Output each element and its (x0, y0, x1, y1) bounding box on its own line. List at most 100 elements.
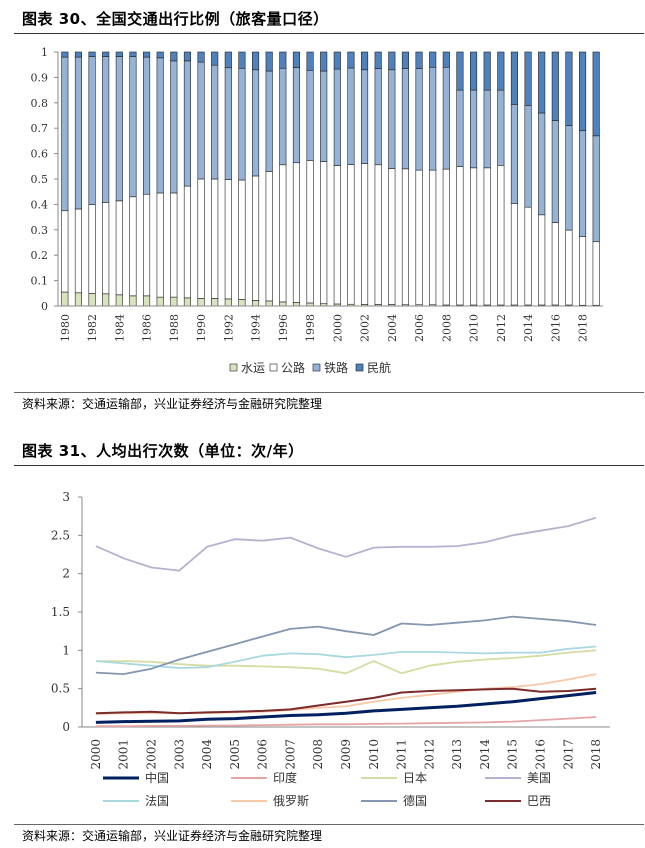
bar-segment-rail (388, 69, 396, 169)
bar-segment-road (156, 192, 164, 298)
legend-swatch-water (229, 363, 238, 372)
bar-segment-water (197, 298, 205, 307)
bar-segment-road (510, 203, 518, 306)
bar-segment-water (279, 301, 287, 307)
bar-segment-road (183, 185, 191, 299)
legend-label-China: 中国 (145, 770, 169, 785)
bar-segment-air (170, 51, 178, 62)
bar-segment-road (320, 161, 328, 305)
bar-segment-road (565, 229, 573, 306)
bar-segment-air (374, 51, 382, 69)
bar-segment-air (115, 51, 123, 57)
bar-segment-air (88, 51, 96, 57)
series-line-Germany (95, 615, 597, 676)
x-tick-label: 2004 (200, 739, 214, 770)
x-tick-label: 2010 (367, 739, 381, 770)
bar-segment-road (470, 167, 478, 306)
figure31-bottom-rule (14, 824, 644, 825)
bar-segment-rail (129, 56, 137, 198)
bar-segment-road (197, 178, 205, 299)
x-tick-label: 2002 (359, 314, 372, 342)
bar-segment-road (292, 162, 300, 303)
legend-label-Brazil: 巴西 (527, 794, 551, 808)
bar-segment-road (129, 196, 137, 297)
bar-segment-road (74, 208, 82, 294)
bar-segment-rail (183, 60, 191, 187)
bar-segment-water (129, 295, 137, 307)
bar-segment-rail (347, 67, 355, 165)
bar-segment-rail (429, 66, 437, 171)
y-tick-label: 1 (62, 643, 70, 657)
figure30-source: 资料来源：交通运输部，兴业证券经济与金融研究院整理 (22, 397, 323, 411)
legend-label-road: 公路 (281, 360, 305, 375)
bar-segment-air (361, 51, 369, 71)
bar-segment-rail (115, 56, 123, 202)
y-tick-label: 1.5 (51, 605, 70, 619)
y-tick-label: 0 (62, 720, 70, 734)
bar-segment-air (129, 51, 137, 57)
bar-segment-rail (265, 70, 273, 172)
bar-segment-air (592, 51, 600, 137)
line-chart: 0 0.5 1 1.5 2 2.5 3 2000 2001 2002 2003 2004 2005 200… (51, 490, 610, 808)
bar-segment-rail (592, 135, 600, 243)
bar-segment-rail (401, 68, 409, 170)
bar-segment-rail (102, 56, 110, 203)
bar-segment-air (551, 51, 559, 121)
bar-segment-air (347, 51, 355, 69)
bar-segment-air (524, 51, 532, 106)
bar-segment-rail (497, 89, 505, 166)
bar-segment-road (143, 193, 151, 297)
bar-segment-air (538, 51, 546, 114)
x-tick-label: 1994 (250, 314, 263, 342)
bar-segment-water (292, 302, 300, 307)
bar-segment-air (197, 51, 205, 63)
series-line-Brazil (95, 687, 597, 715)
bar-segment-air (401, 51, 409, 69)
y-tick-label: 0.4 (31, 198, 49, 211)
bar-segment-road (61, 210, 69, 293)
x-tick-label: 1988 (168, 314, 181, 342)
x-tick-label: 1984 (113, 314, 126, 342)
figure31-title: 图表 31、人均出行次数（单位：次/年） (22, 442, 304, 460)
y-tick-label: 0.6 (31, 148, 49, 161)
x-tick-label: 2008 (311, 739, 325, 770)
bar-segment-rail (197, 61, 205, 180)
bar-segment-road (429, 169, 437, 306)
stacked-bar-chart: 0 0.1 0.2 0.3 0.4 0.5 0.6 0.7 0.8 0.9 1 1980 1982 198… (31, 46, 603, 375)
bar-segment-rail (579, 130, 587, 237)
bar-segment-air (333, 51, 341, 70)
bar-segment-rail (88, 56, 96, 205)
bar-segment-road (115, 200, 123, 296)
y-tick-label: 0.9 (31, 71, 49, 84)
legend-label-rail: 铁路 (324, 360, 348, 375)
y-tick-label: 0.5 (31, 173, 49, 186)
x-tick-label: 2018 (589, 739, 603, 770)
bar-segment-rail (415, 68, 423, 171)
legend-swatch-rail (312, 363, 321, 372)
x-tick-label: 2016 (549, 314, 562, 342)
bar-segment-road (88, 204, 96, 294)
figure31-top-rule (14, 465, 644, 466)
bar-segment-air (470, 51, 478, 91)
bar-segment-air (252, 51, 260, 71)
bar-segment-air (565, 51, 573, 126)
y-tick-label: 0.5 (51, 682, 70, 696)
bar-segment-rail (524, 105, 532, 208)
bar-segment-air (292, 51, 300, 68)
bar-segment-road (497, 164, 505, 306)
bar-segment-rail (306, 69, 314, 162)
x-tick-label: 2002 (144, 739, 158, 770)
bar-segment-air (183, 51, 191, 62)
bar-segment-road (265, 171, 273, 302)
x-tick-label: 2013 (450, 739, 464, 770)
x-tick-label: 2016 (534, 739, 548, 770)
bar-segment-road (361, 163, 369, 305)
bar-segment-rail (238, 67, 246, 181)
bar-segment-rail (551, 120, 559, 223)
x-tick-label: 1990 (195, 314, 208, 342)
bar-segment-rail (170, 60, 178, 194)
bar-segment-air (279, 51, 287, 69)
x-tick-label: 2017 (561, 739, 575, 770)
bar-segment-water (102, 293, 110, 307)
bar-segment-air (74, 51, 82, 58)
